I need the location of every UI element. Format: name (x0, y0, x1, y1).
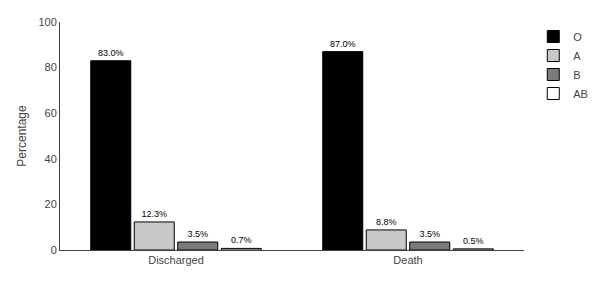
svg-text:40: 40 (45, 153, 57, 165)
svg-text:3.5%: 3.5% (187, 229, 208, 239)
svg-text:AB: AB (573, 88, 588, 100)
svg-text:0.7%: 0.7% (231, 235, 252, 245)
svg-text:8.8%: 8.8% (376, 217, 397, 227)
svg-text:87.0%: 87.0% (330, 39, 356, 49)
svg-text:Discharged: Discharged (148, 254, 204, 266)
svg-text:3.5%: 3.5% (419, 229, 440, 239)
svg-text:A: A (573, 50, 581, 62)
svg-text:60: 60 (45, 107, 57, 119)
svg-text:80: 80 (45, 61, 57, 73)
svg-text:Percentage: Percentage (15, 105, 29, 167)
svg-text:20: 20 (45, 198, 57, 210)
svg-text:0: 0 (51, 244, 57, 256)
svg-text:12.3%: 12.3% (141, 209, 167, 219)
svg-text:B: B (573, 69, 580, 81)
svg-text:83.0%: 83.0% (98, 48, 124, 58)
svg-text:Death: Death (393, 254, 422, 266)
svg-text:0.5%: 0.5% (463, 236, 484, 246)
svg-text:100: 100 (38, 16, 56, 28)
svg-text:O: O (573, 31, 582, 43)
